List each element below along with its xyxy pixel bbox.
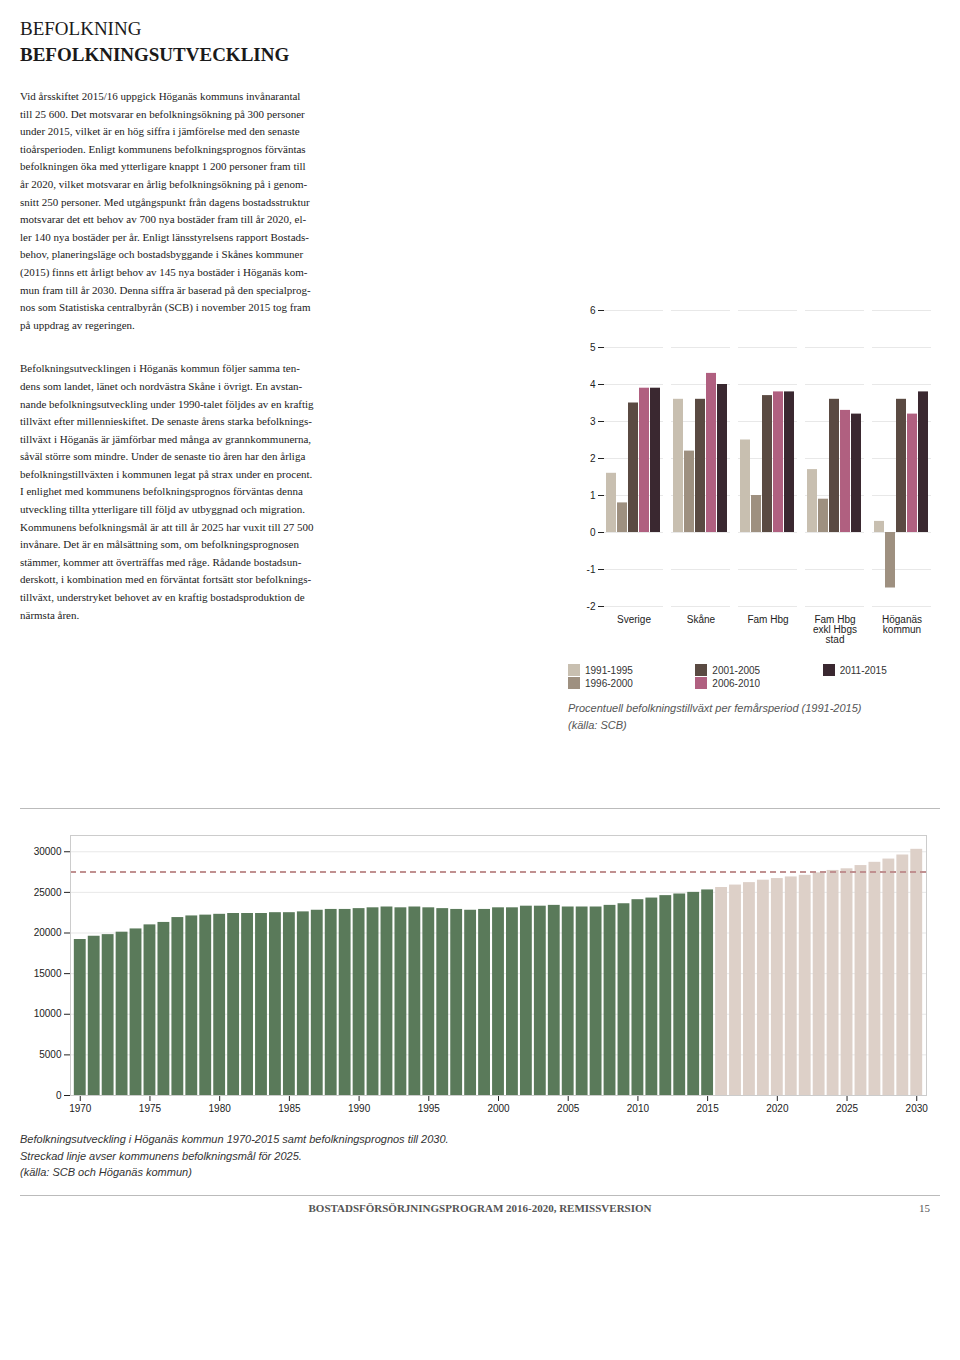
svg-text:Sverige: Sverige <box>617 614 651 625</box>
html-text:befolkningen öka med ytterliga: befolkningen öka med ytterligare knappt … <box>20 160 306 173</box>
html-text:(källa: SCB): (källa: SCB) <box>568 718 627 731</box>
svg-text:5: 5 <box>590 342 596 353</box>
html-text:15: 15 <box>919 1201 930 1214</box>
svg-text:-1: -1 <box>587 564 596 575</box>
svg-text:15000: 15000 <box>34 968 62 979</box>
html-text:BEFOLKNINGSUTVECKLING: BEFOLKNINGSUTVECKLING <box>20 44 290 65</box>
svg-text:Skåne: Skåne <box>687 614 716 625</box>
svg-text:20000: 20000 <box>34 927 62 938</box>
html-text:motsvarar det ett behov av 700: motsvarar det ett behov av 700 nya bostä… <box>20 213 307 226</box>
svg-text:2005: 2005 <box>557 1103 580 1114</box>
svg-text:Fam Hbgexkl Hbgsstad: Fam Hbgexkl Hbgsstad <box>813 614 857 645</box>
svg-text:2010: 2010 <box>627 1103 650 1114</box>
html-text:nande befolkningsutveckling un: nande befolkningsutveckling under 1990-t… <box>20 397 314 410</box>
html-text:Procentuell befolkningstillväx: Procentuell befolkningstillväxt per femå… <box>568 702 862 714</box>
html-text:behov, planeringsläge och bost: behov, planeringsläge och bostadsbyggand… <box>20 248 304 261</box>
html-text:under 2015, vilket är en hög s: under 2015, vilket är en hög siffra i jä… <box>20 125 300 138</box>
html-text:derskott, i kombination med en: derskott, i kombination med en förväntat… <box>20 573 312 586</box>
svg-text:Höganäskommun: Höganäskommun <box>882 614 922 635</box>
svg-text:1995: 1995 <box>418 1103 441 1114</box>
svg-text:5000: 5000 <box>39 1049 62 1060</box>
html-text:(källa: SCB och Höganäs kommun: (källa: SCB och Höganäs kommun) <box>20 1166 192 1178</box>
html-text:I enlighet med kommunens befol: I enlighet med kommunens befolkningsprog… <box>20 485 303 498</box>
html-text:Vid årsskiftet 2015/16 uppgick: Vid årsskiftet 2015/16 uppgick Höganäs k… <box>20 90 301 102</box>
html-text:dens som landet, länet och nor: dens som landet, länet och nordvästra Sk… <box>20 379 303 392</box>
html-text:snitt 250 personer. Med utgång: snitt 250 personer. Med utgångspunkt frå… <box>20 195 310 208</box>
svg-text:2030: 2030 <box>906 1103 929 1114</box>
html-text:till 25 600. Det motsvarar en: till 25 600. Det motsvarar en befolkning… <box>20 107 305 120</box>
html-text:tillväxt i Höganäs är jämförba: tillväxt i Höganäs är jämförbar med mång… <box>20 432 312 445</box>
html-text:år 2020, vilket motsvarar en å: år 2020, vilket motsvarar en årlig befol… <box>20 178 308 190</box>
svg-text:2: 2 <box>590 453 596 464</box>
svg-text:1990: 1990 <box>348 1103 371 1114</box>
html-text:1996-2000: 1996-2000 <box>585 677 633 689</box>
svg-text:3: 3 <box>590 416 596 427</box>
svg-text:25000: 25000 <box>34 887 62 898</box>
html-text:Kommunens befolkningsmål är at: Kommunens befolkningsmål är att till år … <box>20 520 314 533</box>
html-text:2011-2015: 2011-2015 <box>839 664 887 676</box>
svg-text:10000: 10000 <box>34 1008 62 1019</box>
html-text:BEFOLKNING: BEFOLKNING <box>20 18 142 39</box>
svg-text:0: 0 <box>56 1090 62 1101</box>
svg-text:6: 6 <box>590 305 596 316</box>
svg-text:2020: 2020 <box>766 1103 789 1114</box>
html-text:Befolkningsutveckling i Höganä: Befolkningsutveckling i Höganäs kommun 1… <box>20 1133 449 1145</box>
svg-text:1985: 1985 <box>278 1103 301 1114</box>
html-text:befolkningstillväxten i kommun: befolkningstillväxten i kommunen legat p… <box>20 467 313 480</box>
html-text:ler 140 nya bostäder per år. E: ler 140 nya bostäder per år. Enligt läns… <box>20 230 309 243</box>
html-text:på uppdrag av regeringen.: på uppdrag av regeringen. <box>20 318 135 331</box>
html-text:(2015) finns ett årligt behov: (2015) finns ett årligt behov av 145 nya… <box>20 265 308 278</box>
html-text:utveckling tillta ytterligare: utveckling tillta ytterligare till följd… <box>20 503 305 516</box>
html-text:mun fram till år 2030. Denna s: mun fram till år 2030. Denna siffra är b… <box>20 283 311 296</box>
svg-text:0: 0 <box>590 527 596 538</box>
svg-text:1970: 1970 <box>69 1103 92 1114</box>
html-text:nos som Statistiska centralbyr: nos som Statistiska centralbyrån (SCB) i… <box>20 301 311 314</box>
html-text:tillväxt, understryket behovet: tillväxt, understryket behovet av en kra… <box>20 591 305 603</box>
html-text:1991-1995: 1991-1995 <box>585 664 633 676</box>
svg-text:2025: 2025 <box>836 1103 859 1114</box>
html-text:tillväxt efter millennieskifte: tillväxt efter millennieskiftet. De sena… <box>20 415 312 428</box>
html-text:såväl större som mindre. Under: såväl större som mindre. Under de senast… <box>20 450 306 463</box>
html-text:2006-2010: 2006-2010 <box>712 677 761 689</box>
svg-text:1975: 1975 <box>139 1103 162 1114</box>
html-text:Befolkningsutvecklingen i Höga: Befolkningsutvecklingen i Höganäs kommun… <box>20 362 300 375</box>
svg-text:4: 4 <box>590 379 596 390</box>
html-text:Streckad linje avser kommunens: Streckad linje avser kommunens befolknin… <box>20 1149 302 1162</box>
svg-text:-2: -2 <box>587 601 596 612</box>
html-text:BOSTADSFÖRSÖRJNINGSPROGRAM 201: BOSTADSFÖRSÖRJNINGSPROGRAM 2016-2020, RE… <box>308 1201 652 1214</box>
html-text:närmsta åren.: närmsta åren. <box>20 608 80 621</box>
svg-text:2015: 2015 <box>696 1103 719 1114</box>
html-text:invånare. Det är en målsättnin: invånare. Det är en målsättning som, om … <box>20 538 299 551</box>
html-text:stämmer, kommer att överträffa: stämmer, kommer att överträffas med råge… <box>20 555 302 568</box>
svg-text:30000: 30000 <box>34 846 62 857</box>
html-text:2001-2005: 2001-2005 <box>712 664 761 676</box>
svg-text:1: 1 <box>590 490 596 501</box>
svg-text:1980: 1980 <box>209 1103 232 1114</box>
html-text:tioårsperioden. Enligt kommune: tioårsperioden. Enligt kommunens befolkn… <box>20 142 306 155</box>
svg-text:Fam Hbg: Fam Hbg <box>747 614 788 625</box>
svg-text:2000: 2000 <box>487 1103 510 1114</box>
